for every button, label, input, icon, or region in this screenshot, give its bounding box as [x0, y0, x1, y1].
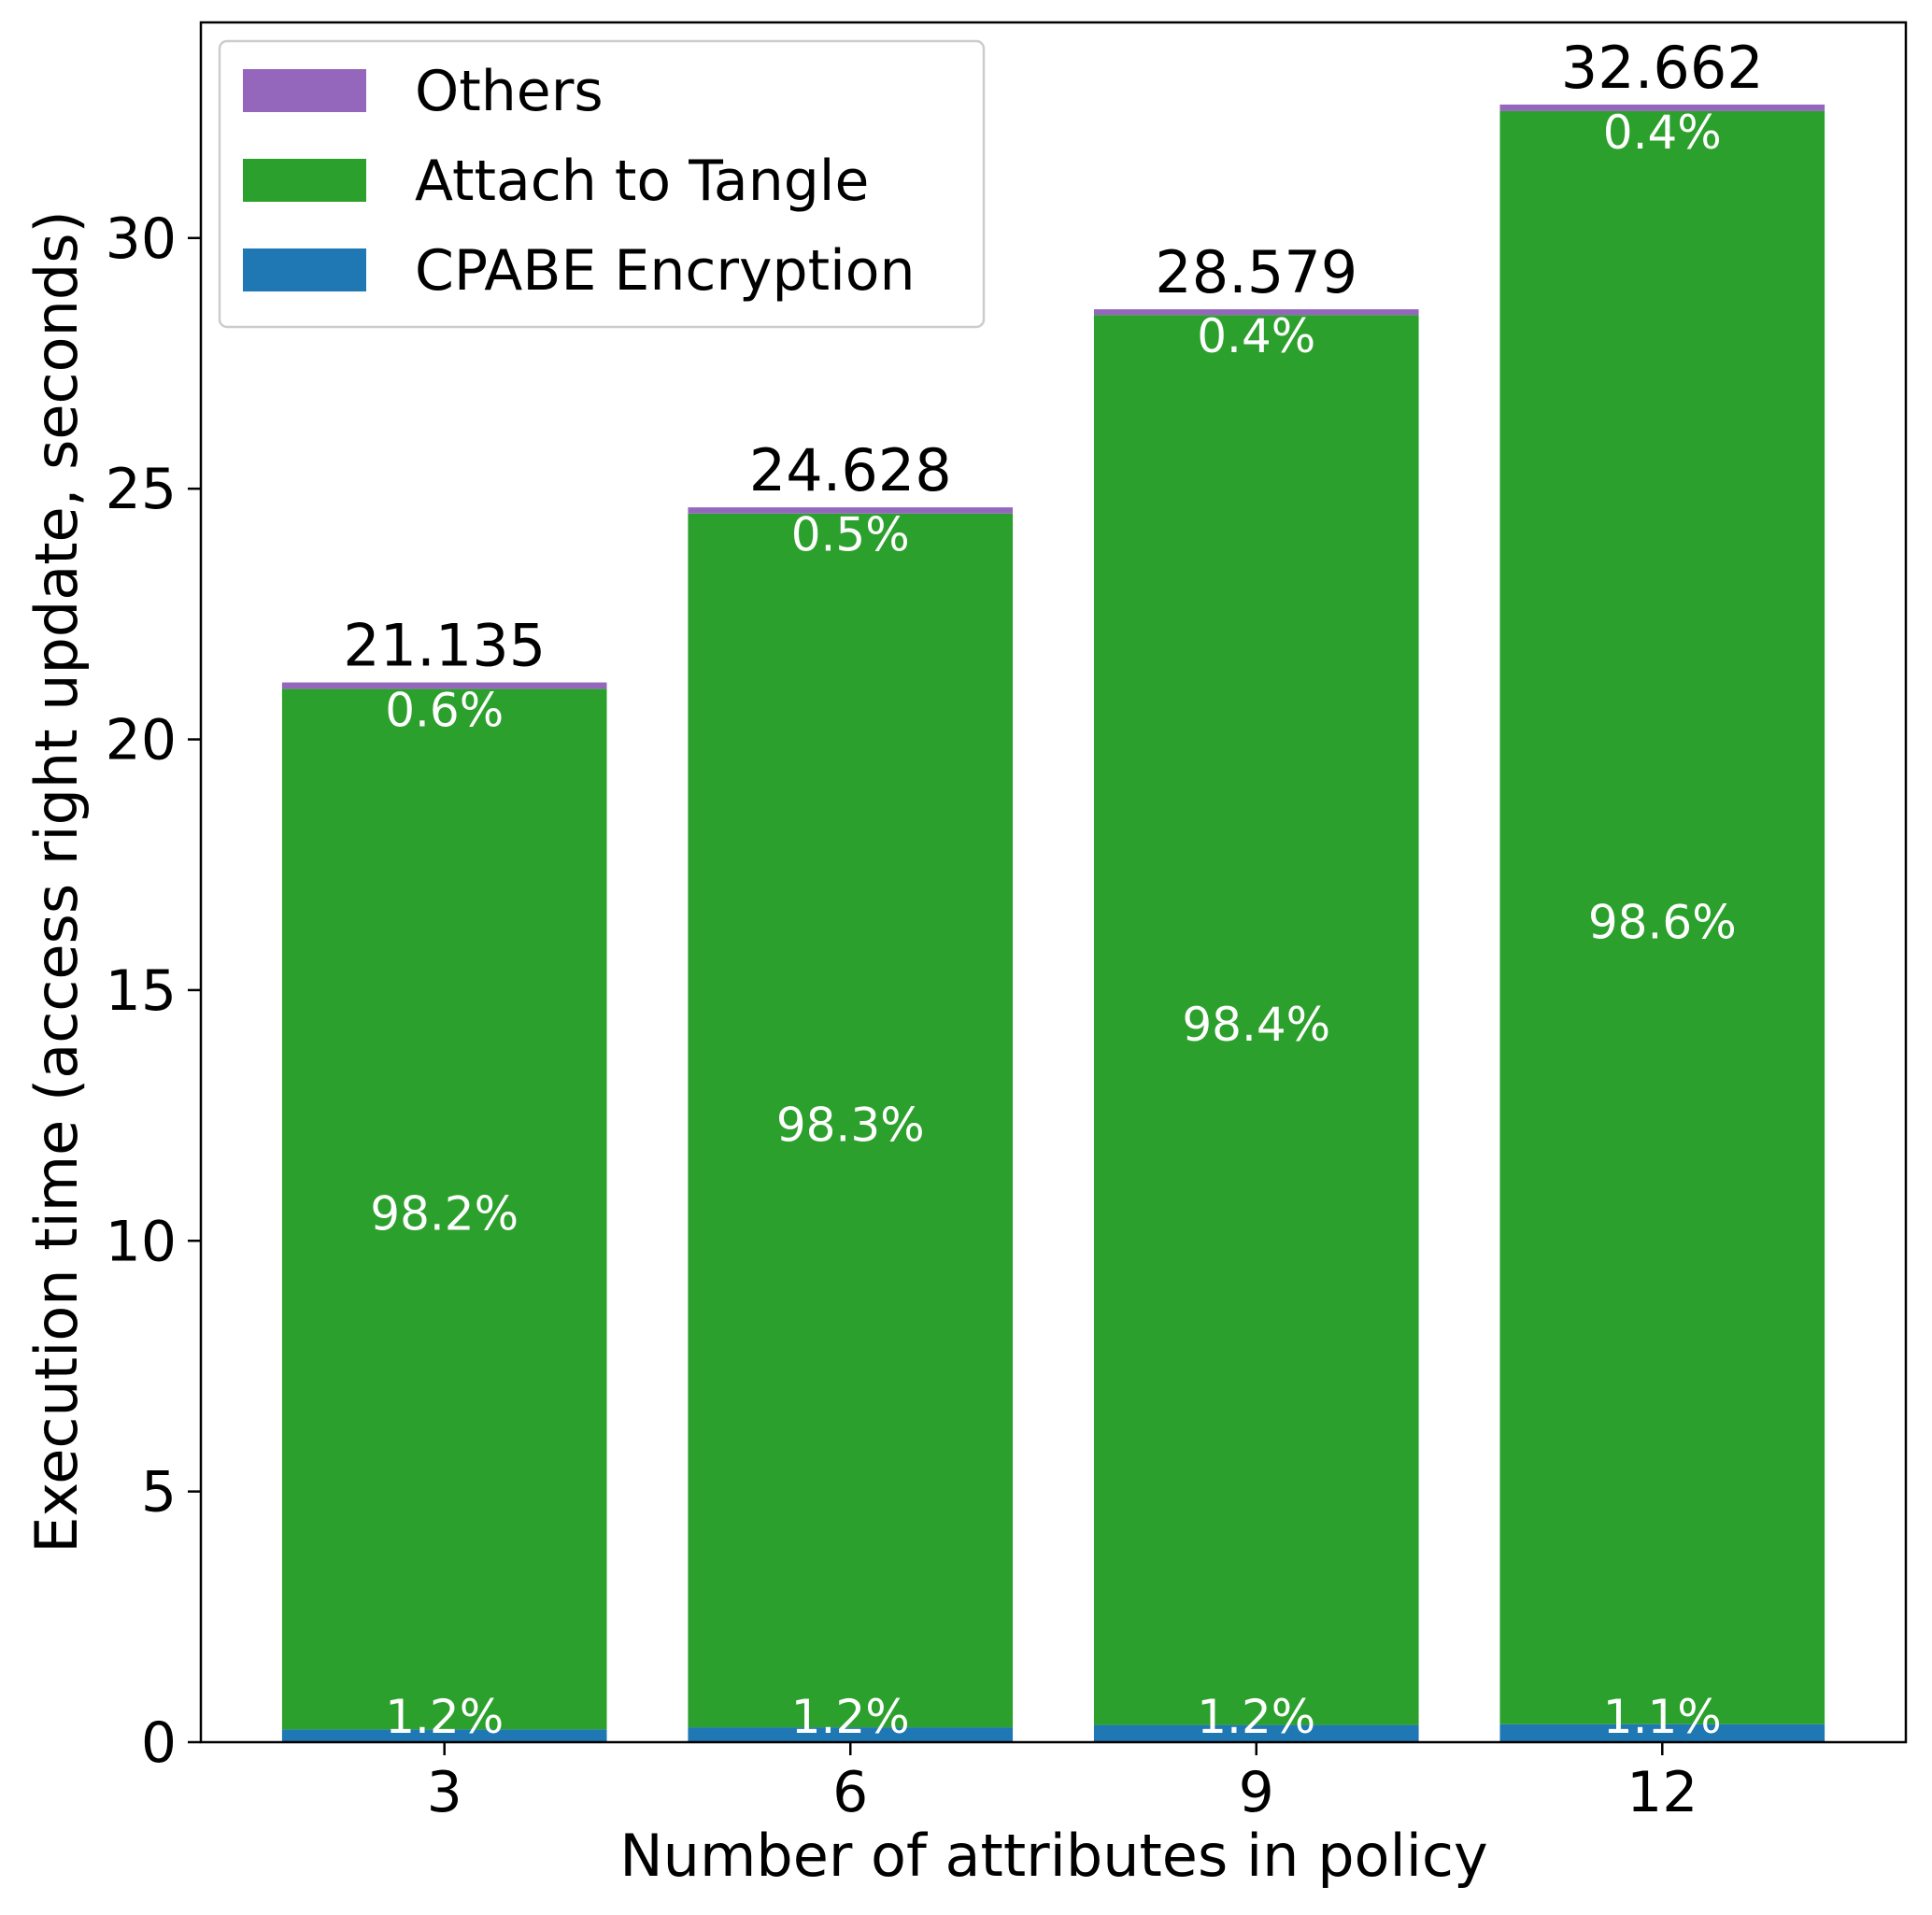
y-tick-label: 10: [106, 1209, 177, 1274]
bar-others-12: [1499, 104, 1825, 111]
pct-label-others-12: 0.4%: [1603, 106, 1722, 160]
legend-swatch-attach-to-tangle: [243, 159, 366, 202]
bar-cpabe-encryption-6: [688, 1727, 1014, 1742]
pct-label-cpabe-encryption-3: 1.2%: [385, 1690, 504, 1744]
pct-label-others-6: 0.5%: [791, 508, 910, 562]
legend-box: [218, 39, 986, 329]
pct-label-attach-to-tangle-9: 98.4%: [1182, 998, 1330, 1052]
pct-label-attach-to-tangle-6: 98.3%: [776, 1098, 925, 1152]
y-tick-label: 15: [106, 958, 177, 1024]
total-label-12: 32.662: [1561, 34, 1764, 102]
legend-label-others: Others: [415, 59, 604, 124]
bar-others-9: [1093, 309, 1419, 316]
bar-others-6: [688, 507, 1014, 514]
bar-others-3: [281, 682, 607, 689]
bar-cpabe-encryption-3: [281, 1729, 607, 1742]
y-tick-label: 5: [141, 1460, 177, 1525]
bar-cpabe-encryption-9: [1093, 1724, 1419, 1742]
pct-label-attach-to-tangle-12: 98.6%: [1588, 895, 1737, 949]
total-label-9: 28.579: [1155, 238, 1357, 306]
pct-label-attach-to-tangle-3: 98.2%: [370, 1186, 519, 1241]
y-tick-label: 0: [141, 1710, 177, 1776]
bars-group: [281, 104, 1825, 1742]
total-label-6: 24.628: [749, 436, 952, 504]
legend-label-attach-to-tangle: Attach to Tangle: [415, 149, 869, 214]
pct-label-cpabe-encryption-6: 1.2%: [791, 1690, 910, 1744]
legend-label-cpabe-encryption: CPABE Encryption: [415, 238, 916, 304]
y-tick-label: 25: [106, 457, 177, 522]
pct-label-others-3: 0.6%: [385, 683, 504, 737]
plot-frame: [199, 21, 1908, 1744]
pct-label-cpabe-encryption-12: 1.1%: [1603, 1690, 1722, 1744]
bar-attach-to-tangle-6: [688, 513, 1014, 1728]
pct-label-cpabe-encryption-9: 1.2%: [1197, 1690, 1315, 1744]
bar-attach-to-tangle-3: [281, 688, 607, 1730]
bar-cpabe-encryption-12: [1499, 1724, 1825, 1742]
legend-swatch-cpabe-encryption: [243, 248, 366, 291]
segment-labels-group: 1.2% 98.2% 0.6% 1.2% 98.3% 0.5% 1.2% 98.4% 0.4% 1…: [370, 106, 1736, 1744]
x-tick-label: 9: [1239, 1760, 1274, 1825]
x-tick-label: 3: [427, 1760, 462, 1825]
x-tick-label: 6: [832, 1760, 868, 1825]
y-axis: 0 5 10 15 20 25 30: [106, 206, 201, 1776]
x-tick-label: 12: [1627, 1760, 1698, 1825]
y-axis-label: Execution time (access right update, sec…: [22, 210, 91, 1553]
legend-swatch-others: [243, 69, 366, 112]
total-labels-group: 21.135 24.628 28.579 32.662: [343, 34, 1764, 680]
total-label-3: 21.135: [343, 612, 546, 680]
bar-attach-to-tangle-9: [1093, 315, 1419, 1725]
y-tick-label: 20: [106, 708, 177, 773]
pct-label-others-9: 0.4%: [1197, 309, 1315, 363]
bar-attach-to-tangle-12: [1499, 110, 1825, 1724]
x-axis: 3 6 9 12: [427, 1742, 1698, 1825]
legend: Others Attach to Tangle CPABE Encryption: [218, 39, 986, 329]
x-axis-label: Number of attributes in policy: [619, 1822, 1487, 1890]
y-tick-label: 30: [106, 206, 177, 272]
